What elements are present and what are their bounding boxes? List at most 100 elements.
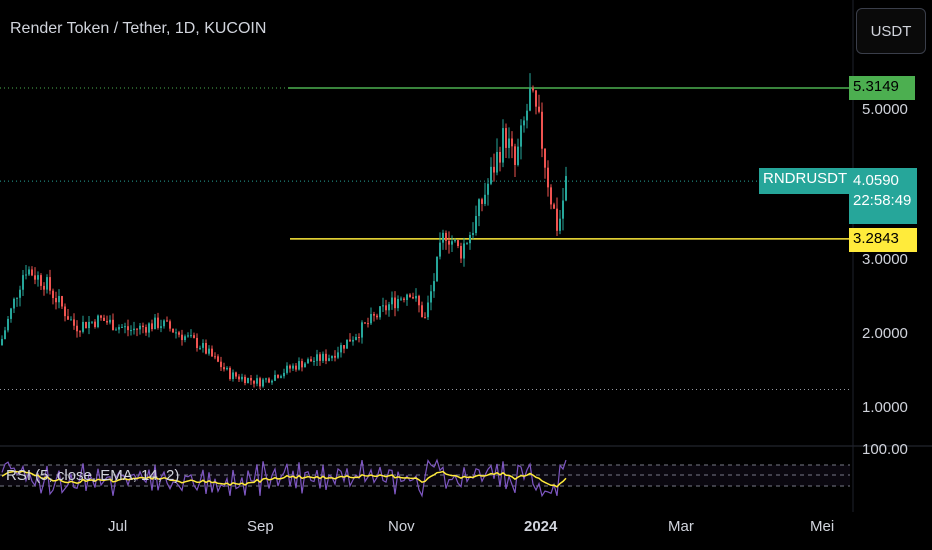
candle-body [364,322,366,324]
rsi-ema-line [1,470,567,488]
time-label-sep: Sep [247,518,274,535]
price-tick-3: 3.0000 [862,251,908,268]
candle-body [7,318,9,331]
candle-body [520,125,522,147]
candle-body [208,348,210,354]
candle-body [136,328,138,330]
candle-body [133,328,135,331]
candle-body [67,316,69,320]
last-price-value: 4.0590 [853,172,899,189]
candle-body [469,234,471,244]
candle-body [283,372,285,377]
candle-body [103,317,105,321]
candle-body [304,363,306,368]
candle-body [412,297,414,299]
last-price-tag: 4.0590 22:58:49 [849,168,917,224]
candle-body [73,319,75,326]
candle-body [325,353,327,361]
candle-body [310,359,312,362]
candle-body [187,335,189,337]
candle-body [529,88,531,111]
candle-body [490,166,492,184]
candle-body [217,356,219,362]
currency-selector-button[interactable]: USDT [856,8,926,54]
candle-body [523,120,525,126]
candle-body [301,361,303,368]
candle-body [472,233,474,235]
candle-body [79,331,81,333]
candle-body [220,361,222,368]
candle-body [409,294,411,298]
candle-body [502,128,504,163]
rsi-indicator-label: RSI (5, close, EMA, 14, 2) [6,467,180,484]
candle-body [346,339,348,349]
candle-body [118,327,120,330]
candle-body [223,367,225,370]
candle-body [10,308,12,319]
candle-body [205,342,207,354]
candle-body [157,317,159,328]
candle-body [229,367,231,380]
candle-body [352,339,354,342]
candle-body [517,146,519,165]
candle-body [358,337,360,339]
symbol-tag: RNDRUSDT [759,168,849,194]
candle-body [52,290,54,299]
candle-body [25,274,27,276]
candle-body [505,128,507,148]
candle-body [211,348,213,357]
candle-body [361,322,363,338]
price-tick-1: 1.0000 [862,399,908,416]
candle-body [556,208,558,231]
candle-body [385,305,387,311]
candle-body [370,314,372,324]
candle-body [4,330,6,340]
candle-body [289,365,291,369]
candle-body [109,319,111,323]
candle-body [559,218,561,231]
candle-body [13,298,15,309]
candle-body [91,321,93,323]
candle-body [538,106,540,112]
candle-body [379,306,381,318]
candle-body [163,320,165,327]
candle-body [349,339,351,342]
candle-body [166,320,168,322]
candle-body [547,167,549,188]
candle-body [55,298,57,303]
candle-body [19,289,21,298]
candle-body [460,246,462,259]
candle-body [343,345,345,349]
candle-body [280,376,282,378]
candle-body [196,337,198,348]
candle-body [382,305,384,307]
candle-body [328,358,330,361]
candle-body [499,151,501,163]
candle-body [376,315,378,318]
candle-body [124,326,126,328]
candle-body [292,365,294,369]
candle-body [31,269,33,276]
candle-body [262,379,264,387]
candle-body [172,328,174,333]
candle-body [238,376,240,380]
chart-title: Render Token / Tether, 1D, KUCOIN [10,20,267,37]
candle-body [64,306,66,317]
candle-body [253,380,255,384]
candle-body [322,353,324,361]
candle-body [334,355,336,358]
candle-body [115,329,117,331]
candle-body [34,275,36,280]
candle-body [487,183,489,195]
candle-body [76,325,78,332]
time-label-mar: Mar [668,518,694,535]
candle-body [319,354,321,361]
candle-body [175,332,177,334]
candle-body [454,240,456,242]
candle-body [445,232,447,241]
candle-body [181,334,183,341]
candle-body [85,321,87,329]
candle-body [421,305,423,318]
candle-body [259,378,261,387]
